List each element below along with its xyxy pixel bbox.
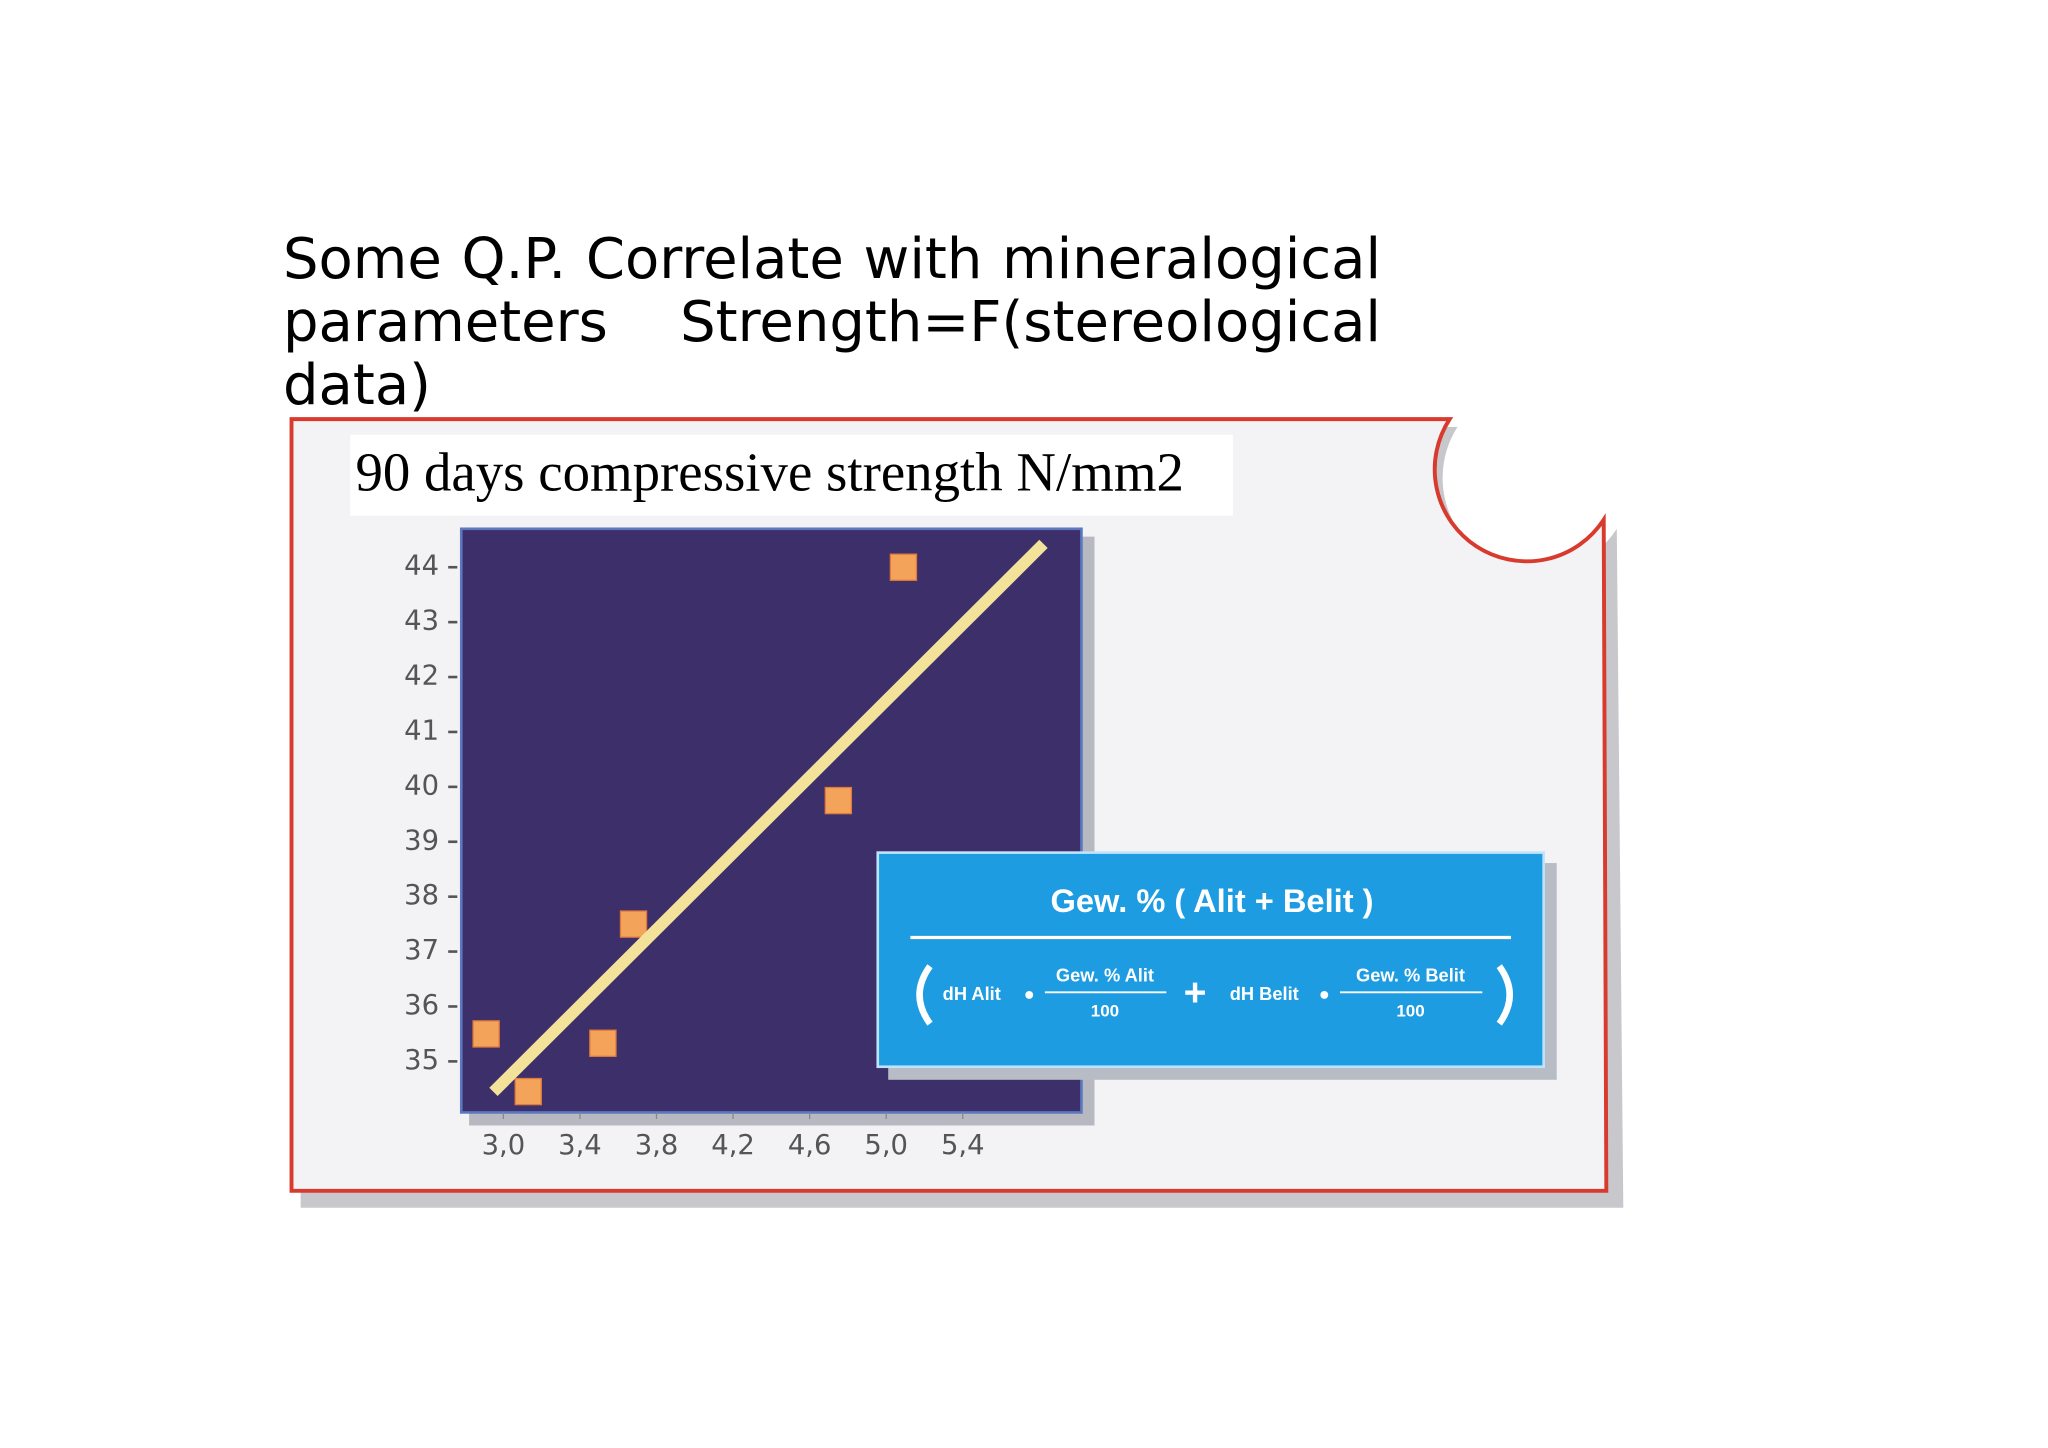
x-tick-label: 3,0 (482, 1130, 526, 1161)
formula-operator: + (1184, 971, 1207, 1014)
formula-term: 100 (1091, 1001, 1119, 1020)
y-tick-label: 37 (404, 935, 439, 966)
paren (916, 964, 933, 1026)
formula-box (876, 851, 1545, 1069)
formula-numerator: Gew. % ( Alit + Belit ) (1051, 882, 1374, 919)
point (514, 1077, 542, 1106)
formula-term: dH Alit (943, 983, 1001, 1004)
y-tick-label: 41 (404, 715, 439, 746)
dot (1320, 991, 1329, 999)
x-tick-label: 3,4 (558, 1130, 602, 1161)
point (589, 1029, 617, 1057)
x-tick-label: 5,4 (941, 1130, 985, 1161)
y-tick-label: 39 (404, 825, 439, 856)
x-tick-label: 4,2 (711, 1130, 755, 1161)
point (619, 910, 648, 938)
y-tick-label: 36 (404, 990, 439, 1021)
formula-term: Gew. % Alit (1056, 964, 1154, 985)
dot (1025, 991, 1034, 999)
paren (1496, 964, 1513, 1026)
x-tick-label: 3,8 (635, 1130, 679, 1161)
chart-title: 90 days compressive strength N/mm2 (355, 441, 1183, 502)
x-tick-label: 4,6 (788, 1130, 832, 1161)
y-tick-label: 44 (404, 551, 439, 582)
y-tick-label: 40 (404, 770, 439, 801)
y-tick-label: 42 (404, 661, 439, 692)
trend-line (489, 539, 1048, 1097)
x-tick-label: 5,0 (864, 1130, 908, 1161)
y-tick-label: 35 (404, 1045, 439, 1076)
point (889, 553, 918, 581)
point (824, 786, 853, 815)
formula-term: 100 (1396, 1001, 1424, 1020)
y-tick-label: 38 (404, 880, 439, 911)
formula-term: Gew. % Belit (1356, 964, 1465, 985)
title-box (350, 434, 1233, 516)
point (472, 1020, 500, 1048)
slide-heading: Some Q.P. Correlate with mineralogical p… (283, 227, 1381, 418)
formula-term: dH Belit (1230, 983, 1299, 1004)
y-tick-label: 43 (404, 606, 439, 637)
